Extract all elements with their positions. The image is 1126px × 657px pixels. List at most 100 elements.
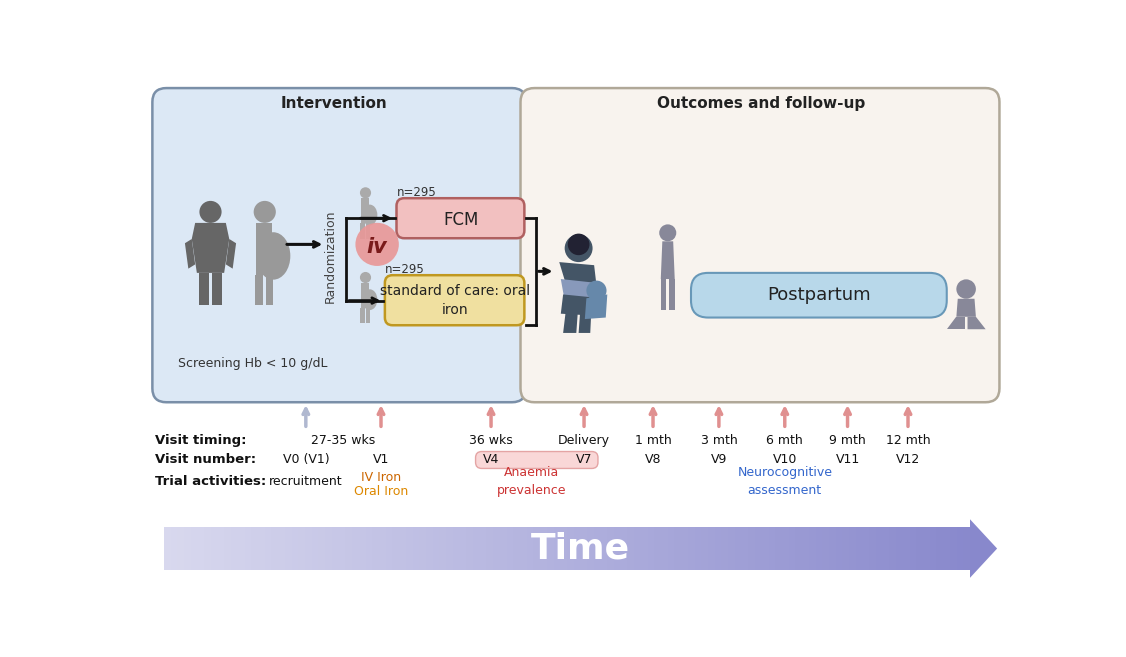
Bar — [708, 527, 715, 570]
Polygon shape — [360, 223, 365, 238]
Bar — [869, 527, 877, 570]
Ellipse shape — [363, 204, 377, 225]
Bar — [856, 527, 864, 570]
Bar — [258, 527, 266, 570]
Bar — [903, 527, 910, 570]
Circle shape — [659, 225, 677, 241]
Polygon shape — [561, 294, 602, 316]
Bar — [305, 527, 313, 570]
Bar — [654, 527, 662, 570]
Bar — [574, 527, 581, 570]
Text: V12: V12 — [896, 453, 920, 466]
Polygon shape — [579, 301, 592, 333]
Bar — [513, 527, 520, 570]
Bar — [910, 527, 917, 570]
Polygon shape — [584, 294, 607, 319]
Bar — [756, 527, 762, 570]
Bar — [835, 527, 843, 570]
Bar — [788, 527, 796, 570]
FancyBboxPatch shape — [520, 88, 1000, 402]
Bar — [339, 527, 346, 570]
Text: Oral Iron: Oral Iron — [354, 485, 408, 498]
Bar — [473, 527, 481, 570]
Text: V8: V8 — [645, 453, 661, 466]
Bar — [392, 527, 400, 570]
Text: V9: V9 — [711, 453, 727, 466]
Bar — [312, 527, 320, 570]
Text: Trial activities:: Trial activities: — [154, 475, 266, 488]
Text: Anaemia
prevalence: Anaemia prevalence — [497, 466, 566, 497]
Circle shape — [956, 279, 976, 299]
Text: IV Iron: IV Iron — [361, 471, 401, 484]
Bar — [829, 527, 837, 570]
Polygon shape — [185, 239, 195, 269]
Bar — [923, 527, 930, 570]
Polygon shape — [191, 223, 230, 273]
FancyArrow shape — [969, 519, 998, 578]
Bar — [715, 527, 722, 570]
Bar — [735, 527, 742, 570]
Bar — [600, 527, 608, 570]
Text: Intervention: Intervention — [282, 96, 387, 111]
Polygon shape — [198, 273, 208, 305]
Bar — [762, 527, 769, 570]
Bar — [507, 527, 515, 570]
Bar — [620, 527, 628, 570]
Text: 27-35 wks: 27-35 wks — [311, 434, 375, 447]
FancyBboxPatch shape — [691, 273, 947, 317]
Text: recruitment: recruitment — [269, 475, 342, 488]
Bar — [439, 527, 447, 570]
Polygon shape — [360, 283, 369, 308]
Bar — [795, 527, 803, 570]
Bar — [822, 527, 830, 570]
Bar — [211, 527, 218, 570]
Bar — [298, 527, 306, 570]
Polygon shape — [560, 262, 598, 301]
Ellipse shape — [257, 232, 291, 280]
Bar — [346, 527, 352, 570]
Polygon shape — [563, 301, 579, 333]
Bar — [614, 527, 622, 570]
Bar — [963, 527, 971, 570]
Polygon shape — [967, 317, 985, 329]
Text: Neurocognitive
assessment: Neurocognitive assessment — [738, 466, 832, 497]
Text: iv: iv — [367, 237, 387, 257]
Polygon shape — [366, 223, 370, 238]
Text: 12 mth: 12 mth — [886, 434, 930, 447]
Polygon shape — [257, 223, 271, 275]
Text: V11: V11 — [835, 453, 859, 466]
Bar — [863, 527, 870, 570]
Circle shape — [253, 201, 276, 223]
Bar — [217, 527, 225, 570]
Bar — [580, 527, 588, 570]
Bar — [607, 527, 615, 570]
Text: V4: V4 — [483, 453, 499, 466]
Bar — [668, 527, 676, 570]
Bar — [399, 527, 406, 570]
Bar — [674, 527, 682, 570]
FancyBboxPatch shape — [475, 451, 598, 468]
Text: Visit timing:: Visit timing: — [154, 434, 247, 447]
FancyBboxPatch shape — [396, 198, 525, 238]
Bar — [185, 527, 191, 570]
Bar — [769, 527, 776, 570]
Text: Postpartum: Postpartum — [767, 286, 870, 304]
Bar — [265, 527, 272, 570]
Circle shape — [587, 281, 607, 301]
Bar — [930, 527, 937, 570]
Bar — [527, 527, 534, 570]
Text: Screening Hb < 10 g/dL: Screening Hb < 10 g/dL — [178, 357, 328, 371]
Ellipse shape — [363, 289, 377, 310]
Bar — [890, 527, 897, 570]
Bar — [278, 527, 286, 570]
Circle shape — [360, 187, 372, 198]
Bar — [412, 527, 420, 570]
Bar — [171, 527, 178, 570]
Bar — [271, 527, 279, 570]
Bar — [568, 527, 574, 570]
Bar — [238, 527, 245, 570]
Bar — [742, 527, 749, 570]
Text: Visit number:: Visit number: — [154, 453, 256, 466]
Bar — [561, 527, 568, 570]
Text: n=295: n=295 — [385, 263, 425, 275]
